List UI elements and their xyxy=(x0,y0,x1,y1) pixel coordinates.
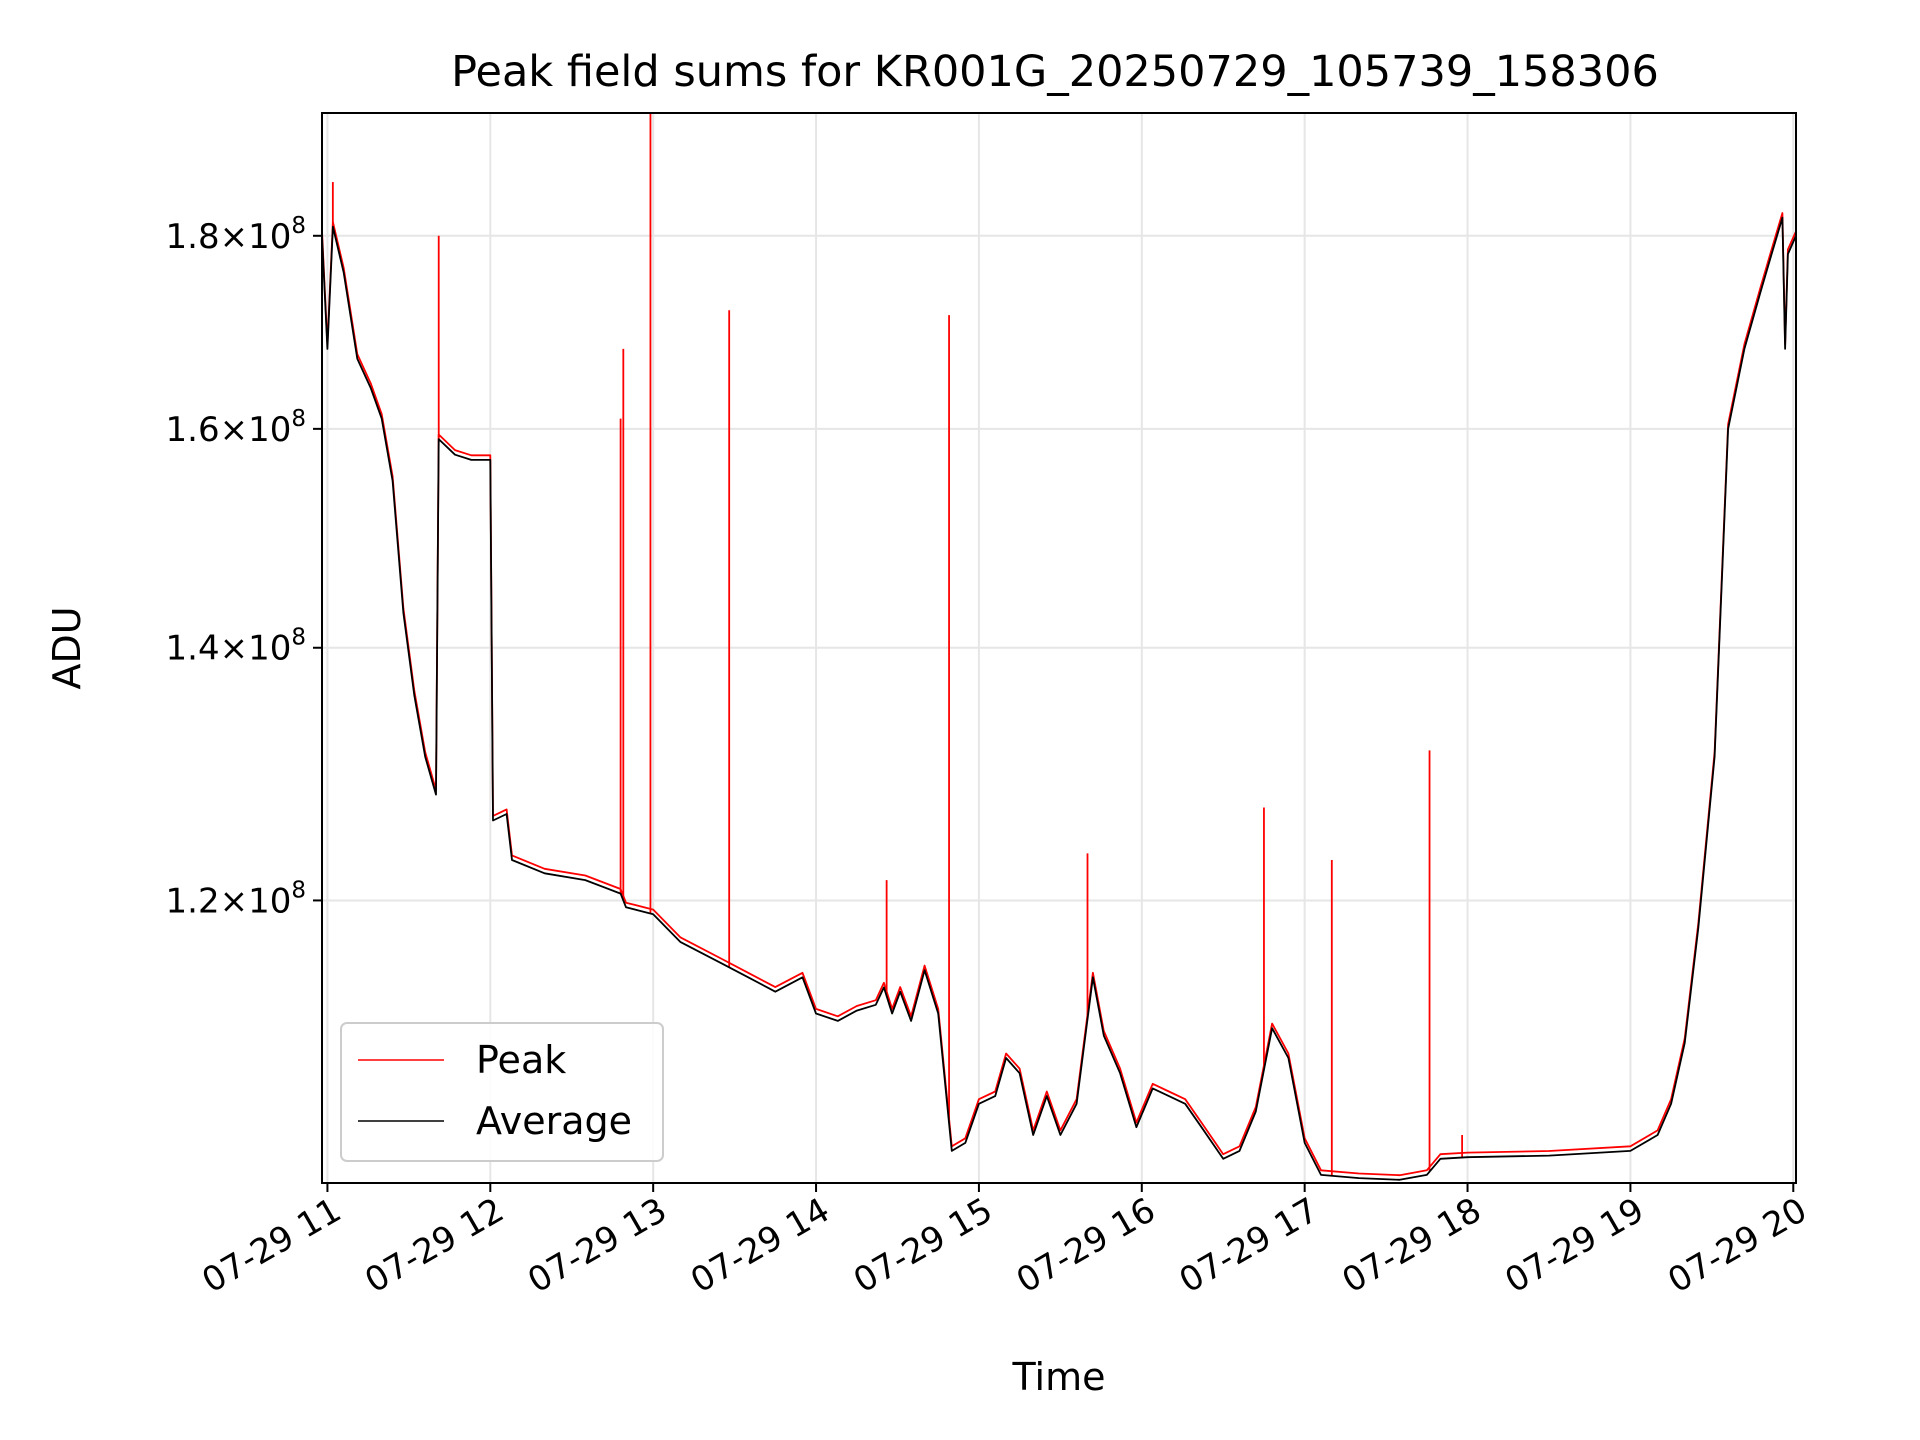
grid xyxy=(322,113,1796,1183)
chart-title: Peak field sums for KR001G_20250729_1057… xyxy=(451,47,1659,97)
peak-series-line xyxy=(321,212,1797,1177)
y-tick-label: 1.2×108 xyxy=(166,877,306,921)
y-tick-label: 1.6×108 xyxy=(166,406,306,450)
legend-average-label: Average xyxy=(476,1099,632,1143)
legend-box xyxy=(340,1022,664,1162)
y-tick-label: 1.8×108 xyxy=(166,213,306,257)
y-axis-label: ADU xyxy=(45,606,89,689)
legend-peak-label: Peak xyxy=(476,1038,566,1082)
plot-area xyxy=(321,113,1797,1181)
x-axis-label: Time xyxy=(1012,1355,1106,1399)
y-axis: 1.2×108 1.4×108 1.6×108 1.8×108 xyxy=(166,213,322,921)
y-tick-label: 1.4×108 xyxy=(166,625,306,669)
legend: Peak Average xyxy=(340,1022,664,1162)
average-series-line xyxy=(321,216,1797,1181)
